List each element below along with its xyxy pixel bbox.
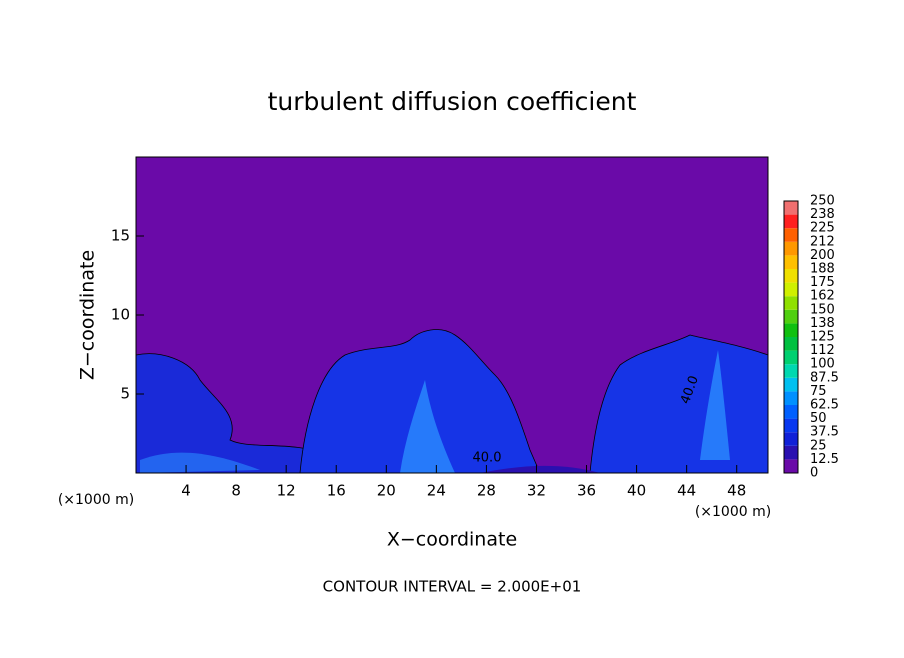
colorbar-label: 125 — [810, 330, 835, 345]
colorbar-label: 12.5 — [810, 452, 839, 467]
y-tick-label: 5 — [120, 385, 130, 403]
x-tick-label: 24 — [427, 482, 446, 500]
colorbar-label: 162 — [810, 289, 835, 304]
colorbar-label: 238 — [810, 207, 835, 222]
y-tick-label: 10 — [111, 306, 130, 324]
colorbar-band — [784, 350, 798, 365]
colorbar-band — [784, 201, 798, 215]
x-tick-label: 48 — [727, 482, 746, 500]
colorbar-band — [784, 459, 798, 473]
colorbar-label: 188 — [810, 262, 835, 277]
colorbar-label: 200 — [810, 248, 835, 263]
x-unit: (×1000 m) — [58, 492, 134, 508]
colorbar-frame — [783, 200, 799, 474]
colorbar-label: 37.5 — [810, 425, 839, 440]
colorbar-band — [784, 377, 798, 392]
x-tick-label: 36 — [577, 482, 596, 500]
x-tick-label: 4 — [181, 482, 191, 500]
x-tick-label: 16 — [327, 482, 346, 500]
colorbar-band — [784, 418, 798, 433]
colorbar-label: 225 — [810, 221, 835, 236]
y-tick-label: 15 — [111, 227, 130, 245]
colorbar-label: 112 — [810, 343, 835, 358]
colorbar-label: 250 — [810, 194, 835, 209]
x-tick-label: 8 — [231, 482, 241, 500]
x-tick-label: 44 — [677, 482, 696, 500]
colorbar-label: 75 — [810, 384, 827, 399]
colorbar-band — [784, 405, 798, 419]
colorbar-band — [784, 255, 798, 269]
colorbar-band — [784, 391, 798, 405]
colorbar-label: 62.5 — [810, 398, 839, 413]
colorbar-band — [784, 228, 798, 242]
turbulence-regions — [135, 329, 769, 474]
colorbar-band — [784, 296, 798, 310]
colorbar-label: 100 — [810, 357, 835, 372]
colorbar-label: 25 — [810, 438, 827, 453]
colorbar-band — [784, 323, 798, 337]
annotation: CONTOUR INTERVAL = 2.000E+01 — [323, 578, 582, 596]
colorbar-label: 150 — [810, 302, 835, 317]
colorbar-band — [784, 282, 798, 297]
colorbar-band — [784, 269, 798, 283]
colorbar-band — [784, 309, 798, 324]
x-tick-label: 20 — [377, 482, 396, 500]
x-tick-label: 32 — [527, 482, 546, 500]
x-tick-label: 28 — [477, 482, 496, 500]
colorbar-label: 138 — [810, 316, 835, 331]
x-unit: (×1000 m) — [695, 504, 771, 520]
contour-label: 40.0 — [473, 451, 502, 466]
x-axis-label: X−coordinate — [387, 529, 517, 551]
chart-title: turbulent diffusion coefficient — [268, 87, 637, 116]
colorbar-band — [784, 364, 798, 378]
colorbar-band — [784, 432, 798, 446]
colorbar-label: 212 — [810, 234, 835, 249]
colorbar-band — [784, 241, 798, 256]
colorbar-band — [784, 445, 798, 460]
colorbar-band — [784, 337, 798, 351]
x-tick-label: 12 — [277, 482, 296, 500]
colorbar-label: 87.5 — [810, 370, 839, 385]
colorbar-label: 175 — [810, 275, 835, 290]
colorbar-label: 50 — [810, 411, 827, 426]
colorbar-label: 0 — [810, 466, 818, 481]
x-tick-label: 40 — [627, 482, 646, 500]
colorbar-band — [784, 214, 798, 229]
y-axis-label: Z−coordinate — [77, 250, 99, 380]
